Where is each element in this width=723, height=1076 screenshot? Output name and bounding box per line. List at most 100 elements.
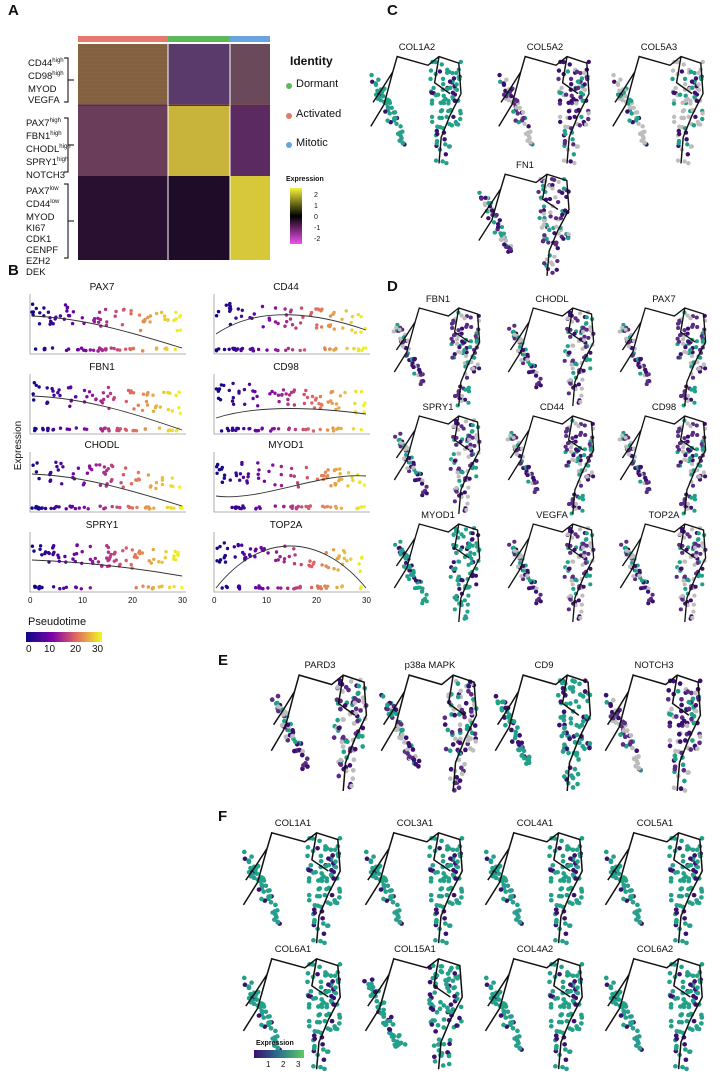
scatter-point (232, 346, 237, 351)
cell-point (446, 69, 452, 74)
cell-point (397, 437, 402, 442)
expression-colorbar-ticks: 2 1 0 -1 -2 (314, 192, 321, 243)
cell-point (452, 98, 458, 104)
scatter-point (279, 586, 283, 590)
cell-point (689, 711, 695, 717)
cell-point (564, 940, 569, 946)
cell-point (683, 345, 688, 350)
scatter-point (253, 555, 257, 559)
cell-point (429, 119, 435, 125)
cell-point (681, 767, 687, 773)
scatter-point (337, 554, 341, 558)
cell-point (678, 878, 683, 883)
cell-point (690, 901, 695, 907)
scatter-point (334, 402, 339, 406)
cell-point (568, 856, 573, 861)
scatter-point (60, 482, 64, 486)
cell-point (424, 599, 429, 604)
cell-point (428, 68, 434, 73)
scatter-point (164, 550, 168, 554)
cell-point (575, 79, 581, 84)
cell-point (326, 856, 331, 861)
cell-point (668, 1018, 674, 1024)
scatter-point (296, 485, 301, 489)
cell-point (501, 81, 506, 86)
cell-point (633, 568, 638, 573)
scatter-point (332, 567, 336, 571)
scatter-point (331, 548, 336, 552)
cell-point (395, 131, 401, 136)
cell-point (453, 736, 458, 742)
scatter-point (358, 480, 362, 484)
scatter-plot (29, 532, 186, 593)
cell-point (459, 424, 464, 429)
cell-point (513, 118, 518, 123)
scatter-point (177, 406, 181, 410)
scatter-point (88, 586, 92, 590)
cell-point (444, 114, 449, 120)
cell-point (558, 1012, 564, 1018)
scatter-point (228, 304, 232, 309)
cell-point (570, 436, 575, 441)
scatter-point (124, 399, 128, 404)
cell-point (292, 748, 297, 754)
scatter-point (67, 427, 72, 432)
cell-point (695, 325, 700, 329)
cell-point (569, 773, 574, 779)
scatter-point (132, 407, 136, 411)
cell-point (553, 1064, 558, 1069)
cell-point (574, 362, 579, 367)
scatter-point (129, 309, 133, 313)
cell-point (362, 978, 367, 984)
cell-point (350, 776, 356, 781)
cell-point (454, 87, 460, 92)
scatter-point (115, 505, 119, 509)
cell-point (581, 718, 586, 724)
cell-point (561, 774, 567, 779)
cell-point (624, 548, 629, 553)
cell-point (576, 704, 582, 710)
cell-point (526, 465, 531, 470)
cell-point (580, 593, 585, 598)
cell-point (418, 372, 424, 377)
cell-point (547, 979, 552, 985)
cell-point (691, 602, 696, 607)
cell-point (557, 119, 563, 125)
cell-point (557, 90, 562, 95)
cell-point (448, 466, 453, 471)
cell-point (412, 586, 418, 591)
cell-point (318, 985, 324, 990)
cell-point (689, 387, 694, 392)
cell-point (375, 88, 380, 93)
scatter-point (31, 463, 35, 467)
cell-point (512, 548, 517, 553)
scatter-point (149, 484, 153, 488)
cell-point (521, 361, 526, 366)
scatter-point (47, 551, 51, 556)
scatter-point (349, 320, 353, 325)
cell-point (499, 233, 504, 238)
cell-point (446, 878, 452, 884)
cell-point (498, 887, 504, 892)
cell-point (466, 385, 471, 390)
cell-point (560, 985, 566, 990)
cell-point (611, 980, 616, 985)
cell-point (688, 69, 694, 74)
cell-point (682, 76, 688, 82)
scatter-point (276, 321, 280, 326)
scatter-point (218, 398, 223, 402)
cell-point (513, 733, 519, 738)
cell-point (587, 745, 592, 751)
traj-e-0-title: PARD3 (304, 660, 336, 671)
cell-point (437, 69, 443, 74)
cell-point (674, 1036, 680, 1042)
cell-point (260, 876, 266, 881)
cell-point (440, 853, 446, 859)
scatter-point (362, 505, 366, 509)
cell-point (441, 1017, 447, 1022)
cell-point (682, 1047, 688, 1052)
cell-point (699, 889, 705, 894)
cell-point (640, 124, 645, 129)
cell-point (332, 973, 338, 979)
cell-point (473, 573, 479, 578)
